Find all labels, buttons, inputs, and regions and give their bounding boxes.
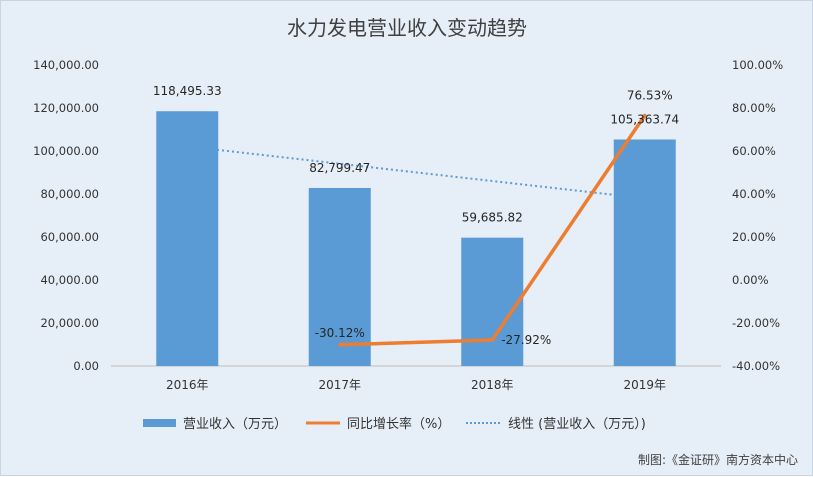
growth-data-label: -30.12%	[315, 326, 365, 340]
revenue-bar	[461, 237, 524, 366]
chart-title: 水力发电营业收入变动趋势	[287, 16, 527, 40]
bar-series	[156, 111, 676, 366]
legend-label-growth: 同比增长率（%）	[347, 416, 450, 432]
growth-line-series	[338, 113, 647, 347]
y-left-tick-label: 120,000.00	[33, 101, 99, 115]
legend-label-revenue: 营业收入（万元）	[183, 417, 287, 432]
y-left-tick-label: 0.00	[73, 359, 99, 373]
y-left-tick-label: 60,000.00	[40, 230, 99, 244]
y-left-tick-label: 140,000.00	[33, 58, 99, 72]
revenue-data-label: 105,363.74	[610, 112, 679, 126]
y-right-tick-label: 80.00%	[732, 101, 776, 115]
y-right-tick-label: 40.00%	[732, 187, 776, 201]
y-left-tick-label: 80,000.00	[40, 187, 99, 201]
y-right-tick-label: -20.00%	[732, 316, 780, 330]
x-category-label: 2016年	[166, 378, 209, 392]
data-labels: 118,495.33 82,799.47 59,685.82 105,363.74 -3…	[153, 84, 679, 347]
x-category-label: 2017年	[318, 378, 361, 392]
revenue-bar	[156, 111, 219, 366]
revenue-bar	[613, 139, 676, 366]
source-note: 制图:《金证研》南方资本中心	[638, 452, 798, 467]
y-right-tick-label: 20.00%	[732, 230, 776, 244]
revenue-data-label: 118,495.33	[153, 84, 222, 98]
axes: 0.00 20,000.00 40,000.00 60,000.00 80,000.00…	[33, 58, 783, 392]
x-category-label: 2018年	[471, 378, 514, 392]
y-left-tick-label: 40,000.00	[40, 273, 99, 287]
revenue-trendline	[187, 145, 645, 200]
x-category-label: 2019年	[623, 378, 666, 392]
legend-swatch-revenue	[143, 419, 176, 427]
y-right-tick-label: -40.00%	[732, 359, 780, 373]
y-right-tick-label: 0.00%	[732, 273, 769, 287]
revenue-bar	[308, 187, 371, 366]
growth-rate-line	[338, 113, 647, 347]
y-left-tick-label: 100,000.00	[33, 144, 99, 158]
legend: 营业收入（万元） 同比增长率（%） 线性 (营业收入（万元）)	[143, 416, 646, 432]
revenue-data-label: 82,799.47	[309, 161, 370, 175]
legend-label-trendline: 线性 (营业收入（万元）)	[508, 417, 646, 432]
trendline-series	[187, 145, 645, 200]
revenue-data-label: 59,685.82	[462, 211, 523, 225]
y-left-tick-label: 20,000.00	[40, 316, 99, 330]
y-right-tick-label: 60.00%	[732, 144, 776, 158]
y-right-tick-label: 100.00%	[732, 58, 783, 72]
growth-data-label: -27.92%	[501, 333, 551, 347]
growth-data-label: 76.53%	[627, 88, 673, 102]
